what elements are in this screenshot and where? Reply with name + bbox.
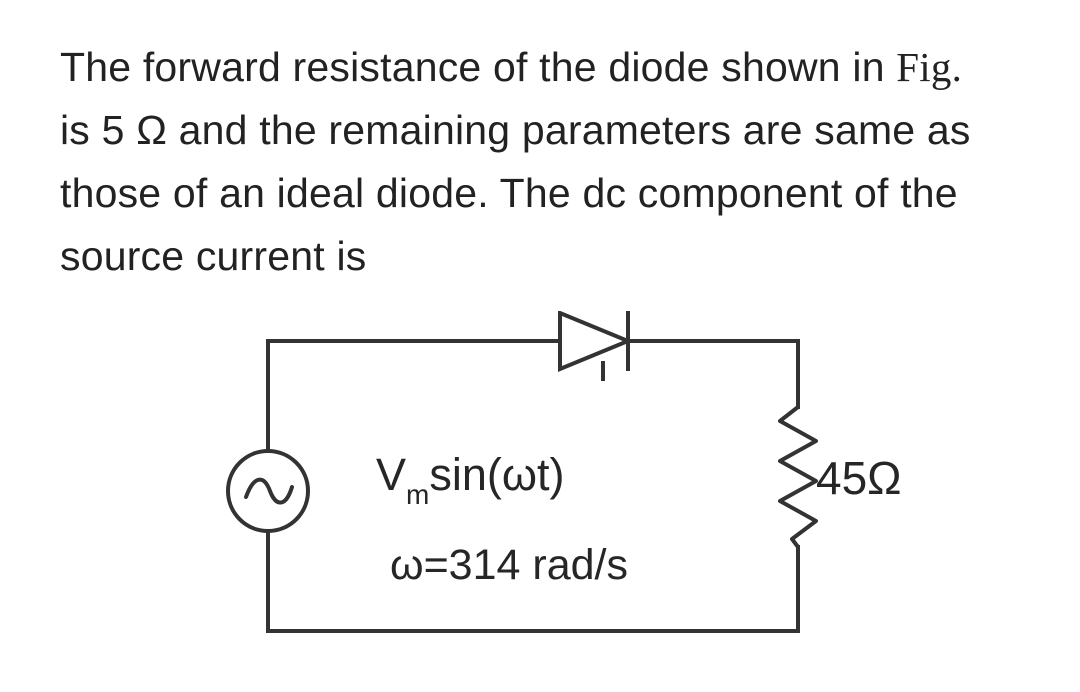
q-fig-word: Fig. [896,44,962,90]
omega-label: ω=314 rad/s [390,541,628,590]
q-line3: those of an ideal diode. The dc componen… [60,170,958,216]
page: The forward resistance of the diode show… [0,0,1080,661]
q-line2: is 5 Ω and the remaining parameters are … [60,107,971,153]
diode-icon [560,311,646,381]
question-text: The forward resistance of the diode show… [60,36,1036,289]
ac-source-icon [228,451,308,531]
source-label-sin: sin(ωt) [429,449,564,500]
source-label-V: V [376,449,406,500]
resistor-icon [780,407,816,547]
q-line4: source current is [60,233,366,279]
source-label: Vmsin(ωt) [376,449,564,507]
source-label-m: m [406,479,429,510]
load-label: 45Ω [816,451,902,505]
circuit-diagram: Vmsin(ωt) ω=314 rad/s 45Ω [208,311,968,661]
q-line1-pre: The forward resistance of the diode show… [60,44,896,90]
